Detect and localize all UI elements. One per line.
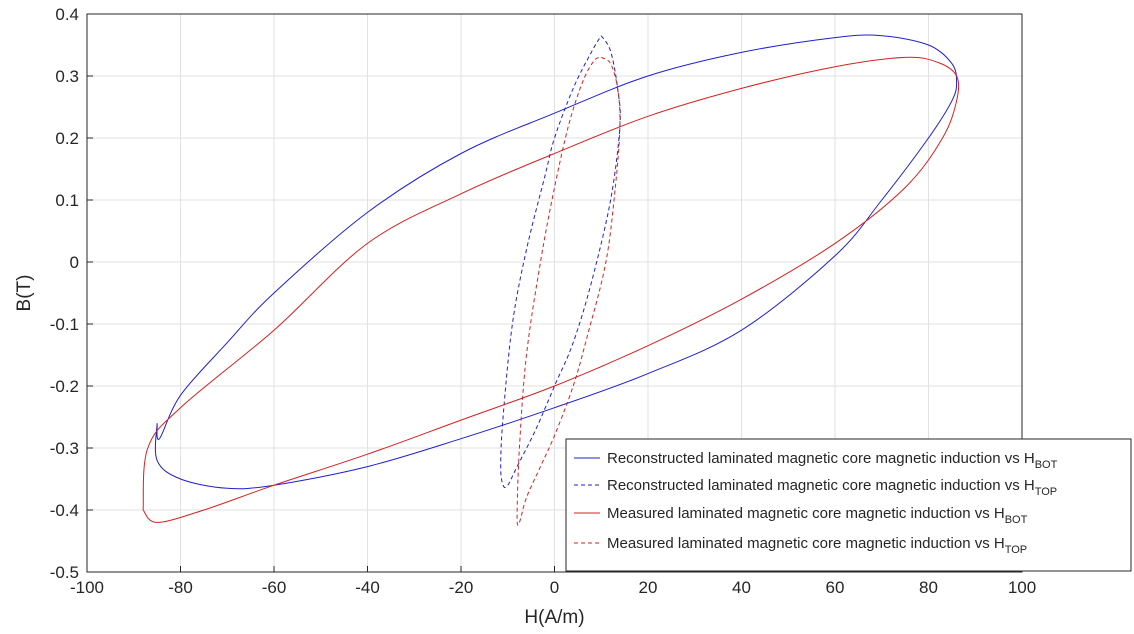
legend: Reconstructed laminated magnetic core ma… <box>565 438 1132 572</box>
y-tick-label: 0 <box>70 253 79 272</box>
x-tick-label: 100 <box>1008 578 1036 597</box>
y-tick-label: -0.5 <box>50 563 79 582</box>
legend-label: Measured laminated magnetic core magneti… <box>607 505 1028 526</box>
legend-label-subscript: TOP <box>1035 486 1057 498</box>
x-tick-label: 20 <box>639 578 658 597</box>
x-tick-label: 80 <box>919 578 938 597</box>
series-group <box>142 34 960 526</box>
x-tick-label: -60 <box>262 578 287 597</box>
x-tick-label: -40 <box>355 578 380 597</box>
x-axis-label: H(A/m) <box>524 607 584 628</box>
series-line-2 <box>500 35 621 489</box>
series-line-4 <box>516 56 621 526</box>
legend-label-subscript: BOT <box>1035 459 1058 471</box>
legend-box <box>565 438 1132 572</box>
y-axis-label: B(T) <box>14 275 35 312</box>
x-tick-label: 0 <box>550 578 559 597</box>
y-tick-label: -0.2 <box>50 377 79 396</box>
y-tick-label: -0.1 <box>50 315 79 334</box>
legend-label-subscript: TOP <box>1005 544 1027 556</box>
legend-label: Measured laminated magnetic core magneti… <box>607 535 1027 556</box>
x-tick-label: 40 <box>732 578 751 597</box>
legend-label-subscript: BOT <box>1005 514 1028 526</box>
series-line-3 <box>142 56 960 523</box>
x-tick-label: -80 <box>168 578 193 597</box>
y-tick-label: -0.3 <box>50 439 79 458</box>
y-tick-label: 0.4 <box>55 5 79 24</box>
y-tick-label: -0.4 <box>50 501 79 520</box>
y-tick-label: 0.2 <box>55 129 79 148</box>
legend-label: Reconstructed laminated magnetic core ma… <box>607 450 1058 471</box>
x-tick-label: -100 <box>70 578 104 597</box>
legend-label: Reconstructed laminated magnetic core ma… <box>607 477 1057 498</box>
x-tick-label: -20 <box>449 578 474 597</box>
axis-ticks: -100 -80 -60 -40 -20 0 20 40 60 80 100 -0.5 -0.4 -0.3… <box>50 5 1036 597</box>
x-tick-label: 60 <box>826 578 845 597</box>
y-tick-label: 0.3 <box>55 67 79 86</box>
series-line-1 <box>154 34 958 490</box>
y-tick-label: 0.1 <box>55 191 79 210</box>
